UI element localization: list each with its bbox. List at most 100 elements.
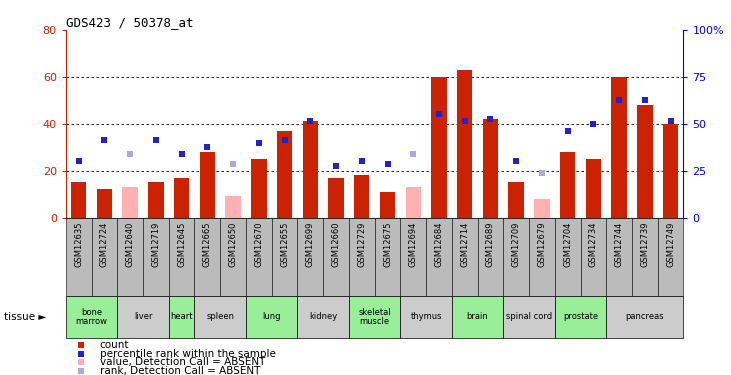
Bar bbox=[504, 296, 555, 338]
Bar bbox=[246, 217, 272, 296]
Text: spleen: spleen bbox=[206, 312, 234, 321]
Text: percentile rank within the sample: percentile rank within the sample bbox=[99, 349, 276, 359]
Text: GSM12670: GSM12670 bbox=[254, 221, 263, 267]
Bar bbox=[91, 217, 117, 296]
Text: GDS423 / 50378_at: GDS423 / 50378_at bbox=[66, 16, 193, 29]
Bar bbox=[611, 77, 627, 218]
Bar bbox=[452, 296, 504, 338]
Bar bbox=[555, 217, 580, 296]
Text: skeletal
muscle: skeletal muscle bbox=[358, 308, 391, 326]
Bar bbox=[122, 187, 138, 218]
Text: liver: liver bbox=[134, 312, 152, 321]
Text: GSM12650: GSM12650 bbox=[229, 221, 238, 267]
Bar bbox=[555, 296, 606, 338]
Bar bbox=[200, 152, 215, 217]
Bar bbox=[328, 178, 344, 218]
Bar bbox=[658, 217, 683, 296]
Text: GSM12749: GSM12749 bbox=[666, 221, 675, 267]
Bar bbox=[349, 217, 374, 296]
Bar bbox=[637, 105, 653, 218]
Bar bbox=[220, 217, 246, 296]
Bar bbox=[529, 217, 555, 296]
Bar bbox=[298, 296, 349, 338]
Bar bbox=[374, 217, 401, 296]
Bar bbox=[117, 296, 169, 338]
Text: GSM12689: GSM12689 bbox=[486, 221, 495, 267]
Bar bbox=[66, 296, 117, 338]
Bar bbox=[663, 124, 678, 218]
Bar bbox=[426, 217, 452, 296]
Bar bbox=[225, 196, 240, 217]
Text: heart: heart bbox=[170, 312, 193, 321]
Text: bone
marrow: bone marrow bbox=[75, 308, 107, 326]
Text: GSM12635: GSM12635 bbox=[74, 221, 83, 267]
Bar bbox=[452, 217, 477, 296]
Bar bbox=[246, 296, 298, 338]
Text: GSM12704: GSM12704 bbox=[563, 221, 572, 267]
Text: GSM12714: GSM12714 bbox=[461, 221, 469, 267]
Bar bbox=[143, 217, 169, 296]
Text: GSM12684: GSM12684 bbox=[434, 221, 444, 267]
Text: pancreas: pancreas bbox=[626, 312, 664, 321]
Bar bbox=[457, 70, 472, 217]
Bar bbox=[606, 296, 683, 338]
Bar bbox=[194, 217, 220, 296]
Bar bbox=[560, 152, 575, 217]
Bar bbox=[504, 217, 529, 296]
Bar bbox=[534, 199, 550, 217]
Text: value, Detection Call = ABSENT: value, Detection Call = ABSENT bbox=[99, 357, 265, 368]
Bar bbox=[251, 159, 267, 218]
Text: GSM12724: GSM12724 bbox=[100, 221, 109, 267]
Bar bbox=[606, 217, 632, 296]
Bar bbox=[482, 119, 499, 218]
Text: prostate: prostate bbox=[563, 312, 598, 321]
Bar bbox=[632, 217, 658, 296]
Text: count: count bbox=[99, 340, 129, 351]
Bar bbox=[194, 296, 246, 338]
Bar bbox=[71, 182, 86, 218]
Text: GSM12709: GSM12709 bbox=[512, 221, 520, 267]
Text: GSM12640: GSM12640 bbox=[126, 221, 135, 267]
Bar bbox=[354, 176, 369, 217]
Text: kidney: kidney bbox=[309, 312, 337, 321]
Bar bbox=[380, 192, 395, 217]
Bar bbox=[477, 217, 504, 296]
Bar bbox=[117, 217, 143, 296]
Text: lung: lung bbox=[262, 312, 281, 321]
Bar bbox=[580, 217, 606, 296]
Text: GSM12655: GSM12655 bbox=[280, 221, 289, 267]
Text: GSM12665: GSM12665 bbox=[202, 221, 212, 267]
Bar bbox=[303, 122, 318, 218]
Bar bbox=[406, 187, 421, 218]
Bar bbox=[277, 131, 292, 218]
Bar bbox=[509, 182, 524, 218]
Bar bbox=[323, 217, 349, 296]
Text: GSM12660: GSM12660 bbox=[332, 221, 341, 267]
Text: GSM12694: GSM12694 bbox=[409, 221, 417, 267]
Text: GSM12645: GSM12645 bbox=[177, 221, 186, 267]
Text: thymus: thymus bbox=[410, 312, 442, 321]
Bar bbox=[96, 189, 112, 217]
Bar bbox=[586, 159, 601, 218]
Text: brain: brain bbox=[466, 312, 488, 321]
Bar bbox=[401, 217, 426, 296]
Bar bbox=[401, 296, 452, 338]
Bar bbox=[148, 182, 164, 218]
Text: GSM12739: GSM12739 bbox=[640, 221, 649, 267]
Bar bbox=[272, 217, 298, 296]
Text: tissue ►: tissue ► bbox=[4, 312, 46, 322]
Bar bbox=[169, 296, 194, 338]
Bar bbox=[66, 217, 91, 296]
Text: GSM12679: GSM12679 bbox=[537, 221, 547, 267]
Text: GSM12675: GSM12675 bbox=[383, 221, 392, 267]
Bar bbox=[174, 178, 189, 218]
Bar bbox=[349, 296, 401, 338]
Text: GSM12744: GSM12744 bbox=[615, 221, 624, 267]
Text: GSM12719: GSM12719 bbox=[151, 221, 160, 267]
Bar bbox=[431, 77, 447, 218]
Text: rank, Detection Call = ABSENT: rank, Detection Call = ABSENT bbox=[99, 366, 260, 375]
Bar bbox=[298, 217, 323, 296]
Text: GSM12734: GSM12734 bbox=[589, 221, 598, 267]
Text: spinal cord: spinal cord bbox=[506, 312, 552, 321]
Bar bbox=[169, 217, 194, 296]
